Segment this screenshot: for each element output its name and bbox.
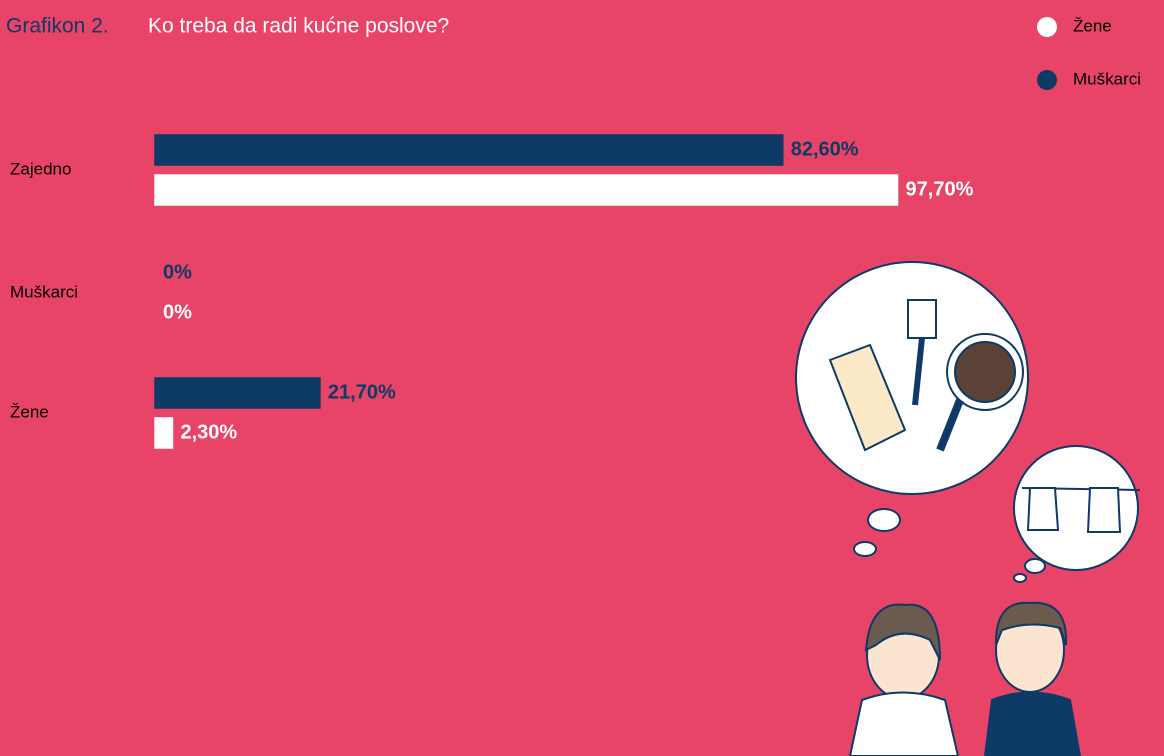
legend-swatch bbox=[1037, 70, 1057, 90]
chart: Grafikon 2. Ko treba da radi kućne poslo… bbox=[0, 0, 1164, 756]
bar bbox=[155, 378, 320, 408]
legend: Žene Muškarci bbox=[1037, 16, 1141, 90]
bar bbox=[155, 418, 172, 448]
value-label: 21,70% bbox=[328, 381, 396, 403]
illustration bbox=[796, 262, 1140, 756]
legend-label: Muškarci bbox=[1073, 69, 1141, 88]
page: {"chart_data": {"type": "bar", "orientat… bbox=[0, 0, 1164, 756]
legend-label: Žene bbox=[1073, 16, 1112, 35]
value-label: 82,60% bbox=[791, 138, 859, 160]
value-label: 0% bbox=[163, 261, 192, 283]
value-label: 0% bbox=[163, 301, 192, 323]
chart-title: Ko treba da radi kućne poslove? bbox=[148, 15, 449, 38]
category-label: Muškarci bbox=[10, 282, 78, 301]
category-label: Žene bbox=[10, 402, 49, 421]
bar bbox=[155, 135, 783, 165]
chart-label: Grafikon 2. bbox=[6, 15, 109, 38]
legend-swatch bbox=[1037, 17, 1057, 37]
value-label: 2,30% bbox=[180, 421, 237, 443]
category-label: Zajedno bbox=[10, 159, 71, 178]
bar bbox=[155, 175, 898, 205]
value-label: 97,70% bbox=[906, 178, 974, 200]
